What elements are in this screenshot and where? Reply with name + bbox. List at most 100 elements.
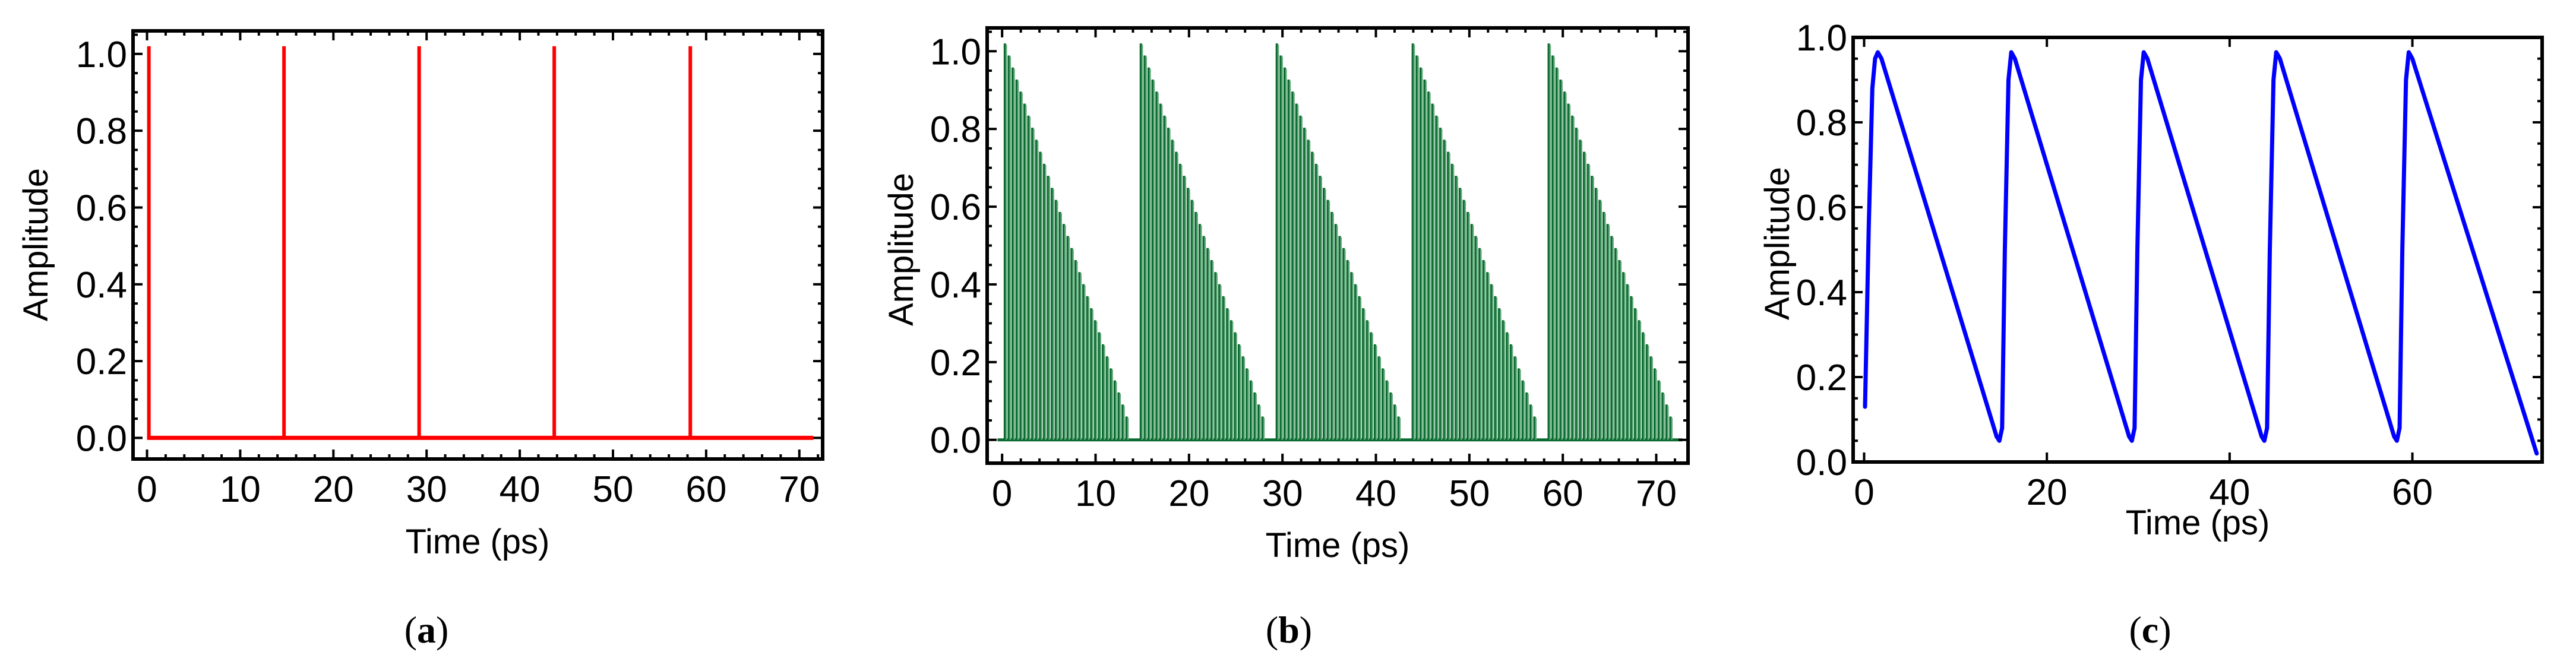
- comb-tooth: [1419, 67, 1422, 440]
- comb-tooth-highlight: [1425, 80, 1427, 440]
- comb-tooth: [1086, 296, 1089, 440]
- comb-tooth: [1497, 308, 1501, 440]
- comb-tooth-highlight: [1060, 213, 1062, 440]
- comb-tooth-highlight: [1145, 56, 1147, 440]
- comb-tooth: [1622, 272, 1625, 440]
- comb-tooth-highlight: [1068, 237, 1070, 440]
- comb-tooth-highlight: [1553, 56, 1555, 440]
- comb-tooth-highlight: [1608, 225, 1610, 440]
- comb-tooth-highlight: [1624, 273, 1626, 440]
- comb-tooth: [1579, 140, 1582, 440]
- y-tick-label: 0.8: [76, 111, 127, 152]
- comb-tooth: [1287, 79, 1290, 440]
- comb-tooth: [1334, 224, 1337, 440]
- comb-tooth: [1373, 344, 1376, 440]
- comb-tooth: [1210, 259, 1213, 440]
- comb-tooth: [1521, 380, 1524, 440]
- comb-tooth-highlight: [1092, 309, 1093, 440]
- comb-tooth: [1175, 151, 1178, 440]
- x-tick-label: 10: [220, 469, 261, 510]
- comb-tooth-highlight: [1180, 164, 1183, 440]
- comb-tooth-highlight: [1348, 261, 1350, 440]
- comb-tooth: [1019, 91, 1022, 440]
- comb-tooth-highlight: [1496, 297, 1497, 440]
- x-tick-label: 60: [685, 469, 726, 510]
- comb-tooth: [1326, 200, 1329, 440]
- comb-tooth: [1226, 308, 1229, 440]
- comb-tooth-highlight: [1413, 45, 1415, 440]
- comb-tooth-highlight: [1021, 93, 1023, 440]
- comb-tooth-highlight: [1325, 189, 1326, 440]
- comb-tooth-highlight: [1604, 213, 1606, 440]
- x-tick-label: 40: [2209, 472, 2250, 513]
- comb-tooth-highlight: [1527, 393, 1529, 440]
- comb-tooth: [1003, 43, 1006, 440]
- comb-tooth: [1093, 320, 1096, 440]
- comb-tooth-highlight: [1592, 177, 1594, 440]
- panel-c-plot: [1863, 50, 2539, 456]
- x-tick-label: 20: [1168, 473, 1209, 514]
- comb-tooth-highlight: [1383, 369, 1385, 440]
- comb-tooth: [1606, 224, 1609, 440]
- comb-tooth-highlight: [1313, 153, 1314, 440]
- comb-tooth-highlight: [1616, 249, 1618, 440]
- comb-tooth-highlight: [1549, 45, 1551, 440]
- comb-tooth-highlight: [1220, 285, 1222, 440]
- comb-tooth-highlight: [1576, 129, 1579, 440]
- comb-tooth: [1167, 128, 1170, 440]
- comb-tooth: [1283, 67, 1286, 440]
- comb-tooth: [1482, 259, 1485, 440]
- comb-tooth-highlight: [1507, 333, 1509, 440]
- comb-tooth: [1513, 356, 1516, 440]
- comb-tooth: [1397, 416, 1400, 440]
- comb-tooth-highlight: [1569, 105, 1571, 440]
- comb-tooth: [1665, 404, 1668, 440]
- comb-tooth-highlight: [1320, 177, 1322, 440]
- comb-tooth: [1645, 344, 1648, 440]
- panel-a-plot: [147, 46, 814, 440]
- comb-tooth: [1618, 259, 1621, 440]
- comb-tooth: [1234, 332, 1237, 440]
- comb-tooth-highlight: [1005, 45, 1007, 440]
- comb-tooth-highlight: [1281, 56, 1283, 440]
- comb-tooth: [1455, 176, 1458, 440]
- comb-tooth-highlight: [1561, 80, 1563, 440]
- comb-tooth-highlight: [1048, 177, 1051, 440]
- comb-tooth-highlight: [1149, 68, 1151, 440]
- y-tick-label: 0.8: [1796, 103, 1847, 144]
- comb-tooth: [1143, 55, 1146, 440]
- comb-tooth-highlight: [1531, 406, 1533, 440]
- comb-tooth-highlight: [1573, 116, 1575, 440]
- comb-tooth: [1486, 272, 1489, 440]
- comb-tooth-highlight: [1491, 285, 1494, 440]
- comb-tooth-highlight: [1172, 141, 1175, 440]
- comb-tooth-highlight: [1127, 417, 1129, 440]
- comb-tooth-highlight: [1332, 213, 1334, 440]
- comb-tooth-highlight: [1515, 357, 1518, 440]
- comb-tooth: [1279, 55, 1282, 440]
- comb-tooth-highlight: [1231, 321, 1234, 440]
- y-tick-label: 0.0: [930, 420, 981, 461]
- comb-tooth: [1626, 284, 1629, 440]
- comb-tooth: [1007, 55, 1010, 440]
- comb-tooth: [1377, 356, 1380, 440]
- comb-tooth: [1303, 128, 1306, 440]
- comb-tooth: [1382, 368, 1385, 440]
- comb-tooth-highlight: [1585, 153, 1586, 440]
- panel-b-axes: 0 10 20 30 40 50 60 70 0.0 0.2 0.4 0.6 0.8 1.0: [930, 26, 1690, 514]
- comb-tooth: [1183, 176, 1186, 440]
- comb-tooth: [1657, 380, 1660, 440]
- comb-tooth: [1458, 188, 1461, 440]
- panel-a-x-axis-title: Time (ps): [406, 523, 550, 561]
- comb-tooth-highlight: [1452, 164, 1455, 440]
- comb-tooth-highlight: [1421, 68, 1423, 440]
- x-tick-label: 70: [779, 469, 820, 510]
- x-tick-label: 60: [1543, 473, 1583, 514]
- comb-tooth-highlight: [1064, 225, 1066, 440]
- panel-b-y-axis-title: Amplitude: [882, 173, 921, 326]
- comb-tooth-highlight: [1364, 309, 1366, 440]
- comb-tooth-highlight: [1488, 273, 1490, 440]
- x-tick-label: 0: [137, 469, 157, 510]
- comb-tooth-highlight: [1111, 369, 1113, 440]
- comb-tooth-highlight: [1041, 153, 1042, 440]
